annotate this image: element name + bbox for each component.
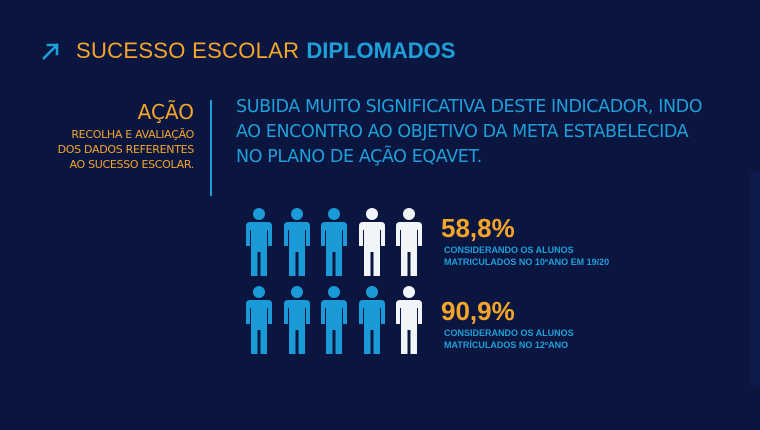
person-icon: [321, 208, 347, 276]
stat-note: CONSIDERANDO OS ALUNOS MATRICULADOS NO 1…: [444, 244, 609, 268]
people-row-2: [246, 286, 434, 354]
action-line: AO SUCESSO ESCOLAR.: [69, 158, 195, 171]
statement-line: NO PLANO DE AÇÃO EQAVET.: [236, 147, 482, 167]
person-icon: [283, 286, 310, 354]
stat-value: 58,8%: [441, 213, 515, 243]
action-description: RECOLHA E AVALIAÇÃO DOS DADOS REFERENTES…: [14, 127, 195, 172]
statement-text: SUBIDA MUITO SIGNIFICATIVA DESTE INDICAD…: [236, 95, 706, 170]
action-title: AÇÃO: [137, 100, 194, 124]
stat-note-line: MATRICULADOS NO 10ºANO EM 19/20: [444, 257, 610, 267]
stat-note-line: CONSIDERANDO OS ALUNOS: [444, 328, 574, 338]
stat-value: 90,9%: [441, 296, 515, 326]
statement-line: AO ENCONTRO AO OBJETIVO DA META ESTABELE…: [236, 122, 689, 142]
stat-note: CONSIDERANDO OS ALUNOS MATRÍCULADOS NO 1…: [444, 327, 574, 351]
person-icon: [358, 286, 385, 354]
stat-note-line: MATRÍCULADOS NO 12ºANO: [444, 340, 569, 350]
person-icon: [283, 208, 310, 276]
action-block: AÇÃO RECOLHA E AVALIAÇÃO DOS DADOS REFER…: [14, 100, 195, 172]
stat-note-line: CONSIDERANDO OS ALUNOS: [444, 245, 574, 255]
person-icon: [358, 208, 385, 276]
divider-line: [210, 100, 212, 196]
person-icon: [246, 286, 272, 354]
header-title-light: SUCESSO ESCOLAR: [76, 38, 300, 63]
action-line: RECOLHA E AVALIAÇÃO: [71, 128, 194, 141]
header-title-bold: DIPLOMADOS: [306, 38, 456, 63]
person-icon: [396, 208, 422, 276]
stat-1: 58,8% CONSIDERANDO OS ALUNOS MATRICULADO…: [441, 214, 609, 268]
people-row-1: [246, 208, 434, 276]
statement-line: SUBIDA MUITO SIGNIFICATIVA DESTE INDICAD…: [236, 97, 703, 117]
person-icon: [246, 208, 272, 276]
page-header: SUCESSO ESCOLAR DIPLOMADOS: [40, 38, 455, 64]
stat-2: 90,9% CONSIDERANDO OS ALUNOS MATRÍCULADO…: [441, 297, 574, 351]
action-line: DOS DADOS REFERENTES: [57, 143, 195, 156]
right-edge-bar: [750, 172, 760, 387]
person-icon: [396, 286, 422, 354]
arrow-up-right-icon: [42, 43, 59, 60]
person-icon: [321, 286, 347, 354]
